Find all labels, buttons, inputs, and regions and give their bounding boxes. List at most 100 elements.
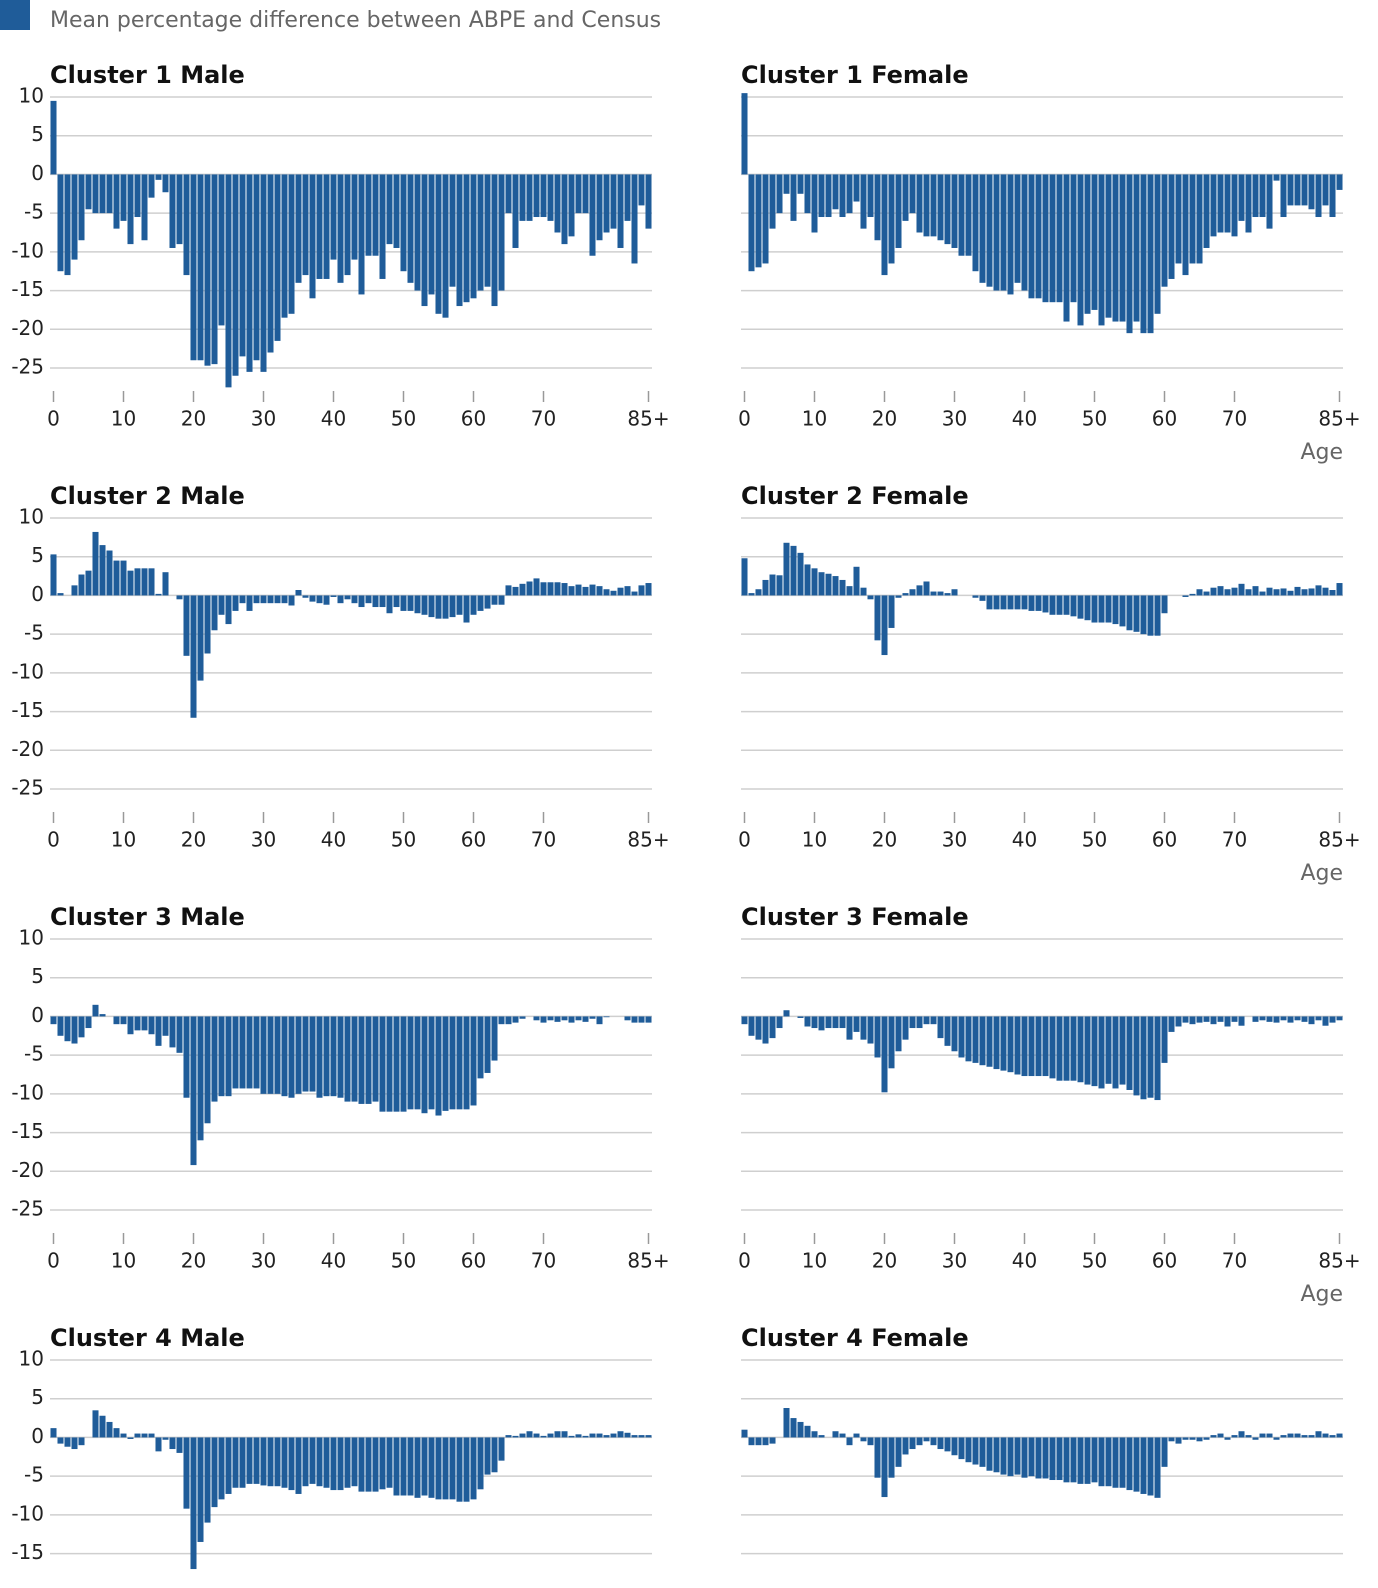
bar — [1133, 595, 1140, 632]
bar — [1224, 1016, 1231, 1027]
bar — [435, 1016, 442, 1116]
bar — [1035, 174, 1042, 299]
bar — [1238, 174, 1245, 221]
bar — [958, 174, 965, 256]
bar — [1210, 1435, 1217, 1438]
bar — [106, 1421, 113, 1438]
y-tick-label: 0 — [31, 582, 44, 606]
bar — [582, 1016, 589, 1022]
bar — [1336, 583, 1343, 596]
bar — [972, 595, 979, 598]
bar — [99, 1415, 106, 1438]
bar — [923, 174, 930, 237]
bar — [1098, 1437, 1105, 1487]
bar — [232, 1016, 239, 1089]
bar — [1028, 174, 1035, 299]
bar — [1238, 583, 1245, 596]
bar — [428, 595, 435, 618]
bar — [1133, 1437, 1140, 1492]
bar — [979, 174, 986, 283]
bar — [951, 174, 958, 248]
bar — [246, 1437, 253, 1484]
bar — [1105, 174, 1112, 318]
bar — [638, 174, 645, 206]
bar — [1259, 174, 1266, 218]
bar — [638, 1435, 645, 1438]
bar — [288, 1437, 295, 1491]
bar — [330, 595, 337, 597]
bar — [239, 595, 246, 604]
bar — [554, 1431, 561, 1438]
bar — [631, 1016, 638, 1023]
bar — [435, 1437, 442, 1500]
y-tick-label: -5 — [24, 621, 44, 645]
bar — [428, 1016, 435, 1110]
bar — [211, 595, 218, 631]
bar — [421, 1016, 428, 1114]
bar — [1098, 1016, 1105, 1089]
bar — [288, 595, 295, 606]
bar — [993, 1437, 1000, 1473]
bar — [351, 1437, 358, 1487]
bar — [1315, 174, 1322, 218]
x-tick-label: 30 — [251, 828, 276, 852]
bar — [1252, 586, 1259, 596]
bar — [407, 1437, 414, 1496]
bar — [162, 572, 169, 596]
bar — [372, 174, 379, 256]
bar — [512, 586, 519, 596]
bar — [1056, 1437, 1063, 1481]
bar — [484, 174, 491, 287]
bar — [155, 174, 162, 180]
bar — [645, 583, 652, 596]
bar — [1182, 1016, 1189, 1023]
bar — [986, 1437, 993, 1471]
bar — [1259, 1016, 1266, 1021]
bar — [337, 1016, 344, 1098]
bar — [64, 1437, 71, 1447]
bar — [1217, 1433, 1224, 1438]
bar — [57, 1437, 64, 1444]
bar — [218, 1016, 225, 1097]
bar — [839, 1433, 846, 1438]
bar — [755, 589, 762, 596]
bar — [554, 1016, 561, 1022]
bar — [1035, 595, 1042, 611]
bar — [1077, 174, 1084, 326]
bar — [986, 595, 993, 610]
bar — [1308, 1016, 1315, 1025]
bar — [1287, 1433, 1294, 1438]
bar — [316, 1437, 323, 1487]
bar — [1322, 174, 1329, 206]
bar — [965, 1437, 972, 1463]
x-tick-label: 50 — [391, 407, 416, 431]
bar — [57, 174, 64, 272]
bar — [246, 1016, 253, 1089]
x-tick-label: 60 — [461, 1249, 486, 1273]
bar — [1203, 591, 1210, 596]
bar — [379, 1016, 386, 1112]
x-tick-label: 60 — [1152, 1249, 1177, 1273]
bar — [1217, 586, 1224, 596]
y-tick-label: 10 — [19, 1347, 44, 1371]
bar — [386, 1437, 393, 1488]
bar — [547, 1016, 554, 1021]
bar — [113, 1016, 120, 1025]
bar — [972, 1016, 979, 1063]
bar — [281, 1437, 288, 1488]
bar — [519, 1433, 526, 1438]
bar — [1280, 174, 1287, 218]
bar — [902, 593, 909, 596]
bar — [582, 174, 589, 214]
bar — [505, 174, 512, 214]
bar — [1112, 1437, 1119, 1488]
bar — [1175, 1016, 1182, 1027]
bar — [1336, 1016, 1343, 1021]
bar — [267, 595, 274, 604]
bar — [225, 1437, 232, 1494]
bar — [547, 582, 554, 596]
bar — [379, 595, 386, 608]
x-tick-label: 50 — [1082, 407, 1107, 431]
bar — [1280, 1016, 1287, 1021]
bar — [1224, 1437, 1231, 1440]
